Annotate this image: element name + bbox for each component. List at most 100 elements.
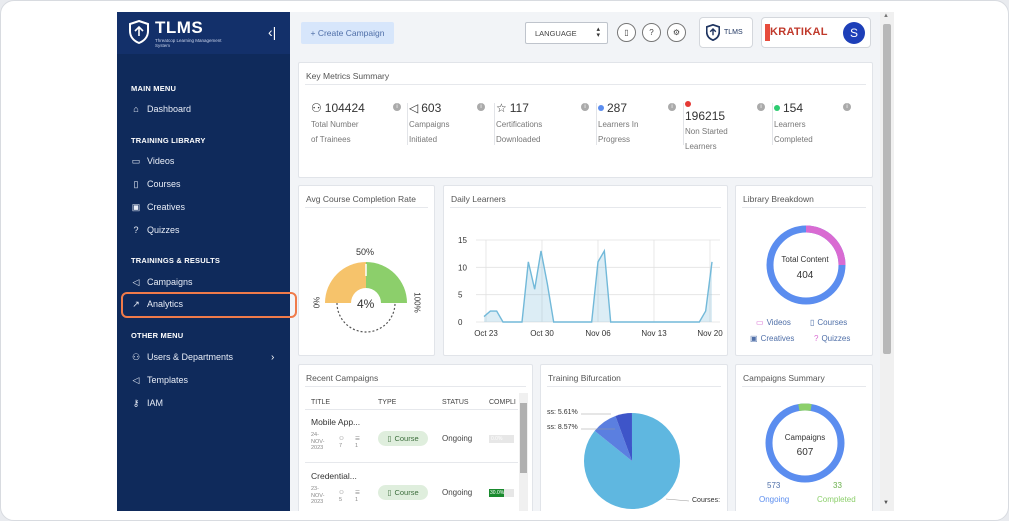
metric-label: Learners In Progress xyxy=(598,120,639,144)
info-icon[interactable]: i xyxy=(668,103,676,111)
bifurcation-pie xyxy=(581,413,690,509)
sidebar-item-courses[interactable]: ▯ Courses xyxy=(131,178,181,190)
donut-center-value: 607 xyxy=(796,447,814,458)
sidebar-item-iam[interactable]: ⚷ IAM xyxy=(131,398,164,409)
donut-segment-pink xyxy=(805,225,846,266)
row-title: Credential... xyxy=(311,471,357,481)
shield-logo-icon xyxy=(129,20,149,44)
info-icon[interactable]: i xyxy=(757,103,765,111)
metric-5: 154 Learners Completed xyxy=(774,101,862,147)
table-scroll-thumb[interactable] xyxy=(520,403,527,473)
page-scroll-thumb[interactable] xyxy=(883,24,891,354)
x-tick-label: Oct 23 xyxy=(474,329,498,338)
trend-chart-icon: ↗ xyxy=(132,298,140,309)
sidebar-item-videos[interactable]: ▭ Videos xyxy=(131,156,175,167)
scroll-up-icon[interactable]: ▲ xyxy=(883,13,889,19)
page-scrollbar[interactable]: ▲ ▼ xyxy=(880,12,894,511)
pie-leader-line-c xyxy=(665,498,690,502)
x-tick-label: Nov 13 xyxy=(641,329,667,338)
type-badge: ▯ Course xyxy=(378,485,428,500)
divider xyxy=(547,386,721,387)
table-scrollbar[interactable] xyxy=(519,393,528,511)
language-select[interactable]: LANGUAGE ▴ ▾ xyxy=(525,22,608,44)
user-icon: ⚇ xyxy=(131,351,141,362)
divider xyxy=(305,207,428,208)
topbar: + Create Campaign LANGUAGE ▴ ▾ ▯ ? ⚙ TLMS… xyxy=(290,12,880,54)
sidebar-item-label: Dashboard xyxy=(147,104,192,114)
dot-blue-icon xyxy=(598,105,604,111)
y-tick-label: 15 xyxy=(458,236,467,245)
create-campaign-button[interactable]: + Create Campaign xyxy=(301,22,394,44)
key-metrics-card: Key Metrics Summary ⚇ 104424 Total Number o… xyxy=(298,62,873,178)
legend-label: Courses xyxy=(817,318,848,327)
sidebar: TLMS Threatcop Learning Management Syste… xyxy=(117,12,297,511)
card-title: Recent Campaigns xyxy=(306,373,379,383)
metric-value: 154 xyxy=(774,101,862,115)
sidebar-item-label: Courses xyxy=(147,179,181,189)
card-title: Training Bifurcation xyxy=(548,373,621,383)
megaphone-icon: ◁ xyxy=(409,101,419,115)
book-icon: ▯ xyxy=(387,434,392,443)
metric-2: ☆ 117 Certifications Downloaded xyxy=(496,101,584,147)
sidebar-item-label: Quizzes xyxy=(147,225,180,235)
column-completion: COMPLI xyxy=(489,399,516,406)
metric-4: 196215 Non Started Learners xyxy=(685,101,773,154)
metric-divider xyxy=(772,103,773,145)
metric-0: ⚇ 104424 Total Number of Trainees xyxy=(311,101,399,147)
x-tick-label: Oct 30 xyxy=(530,329,554,338)
column-title: TITLE xyxy=(311,399,331,406)
sidebar-item-quizzes[interactable]: ? Quizzes xyxy=(131,225,180,235)
legend-label: Quizzes xyxy=(821,334,851,343)
collapse-sidebar-icon[interactable]: ‹| xyxy=(268,24,277,40)
completion-bar: 0.0% xyxy=(489,435,514,443)
column-status: STATUS xyxy=(442,399,469,406)
daily-learners-chart: 0 5 10 15 Oct 23 Oct 30 Nov 06 Nov 13 Nov 20 xyxy=(458,236,723,338)
divider xyxy=(742,386,866,387)
gauge-label-50: 50% xyxy=(356,247,375,257)
info-icon[interactable]: i xyxy=(477,103,485,111)
metric-divider xyxy=(407,103,408,145)
sidebar-item-label: Creatives xyxy=(147,202,186,212)
image-icon: ▣ xyxy=(750,334,758,343)
metric-label: Certifications Downloaded xyxy=(496,120,543,144)
sidebar-item-users-departments[interactable]: ⚇ Users & Departments xyxy=(131,351,234,363)
row-date: 23- NOV- 2023 xyxy=(311,486,325,505)
gear-icon[interactable]: ⚙ xyxy=(667,23,686,42)
sidebar-item-creatives[interactable]: ▣ Creatives xyxy=(131,202,186,213)
home-icon: ⌂ xyxy=(133,104,139,114)
legend-label: Videos xyxy=(766,318,791,327)
sidebar-item-label: Users & Departments xyxy=(147,352,234,362)
info-icon[interactable]: i xyxy=(581,103,589,111)
divider xyxy=(450,207,721,208)
book-icon: ▯ xyxy=(133,178,139,189)
help-icon[interactable]: ? xyxy=(642,23,661,42)
metric-1: ◁ 603 Campaigns Initiated xyxy=(409,101,497,147)
legend-label: Creatives xyxy=(760,334,795,343)
gauge xyxy=(325,262,407,333)
sidebar-item-dashboard[interactable]: ⌂ Dashboard xyxy=(131,104,191,114)
info-icon[interactable]: i xyxy=(843,103,851,111)
pie-slice-mid xyxy=(594,415,632,461)
sidebar-item-label: Videos xyxy=(147,156,175,166)
sidebar-item-label: IAM xyxy=(147,398,164,408)
sidebar-item-analytics[interactable]: ↗ Analytics xyxy=(131,298,183,310)
sidebar-item-campaigns[interactable]: ◁ Campaigns xyxy=(131,277,193,288)
sidebar-item-templates[interactable]: ◁ Templates xyxy=(131,375,189,386)
book-icon[interactable]: ▯ xyxy=(617,23,636,42)
completed-value: 33 xyxy=(833,481,842,490)
section-main-menu: MAIN MENU xyxy=(131,84,177,93)
training-bifurcation-card: Training Bifurcation ss: 5.61% ss: 8.57%… xyxy=(540,364,728,511)
ongoing-label: Ongoing xyxy=(759,495,790,504)
metric-label: Campaigns Initiated xyxy=(409,120,450,144)
chevron-right-icon[interactable]: › xyxy=(271,352,275,363)
campaigns-donut xyxy=(765,403,845,483)
user-icon: ⚇ xyxy=(311,101,322,115)
donut-segment-completed xyxy=(798,403,812,411)
question-icon: ? xyxy=(814,334,819,343)
scroll-down-icon[interactable]: ▼ xyxy=(883,500,889,506)
divider xyxy=(305,84,866,85)
info-icon[interactable]: i xyxy=(393,103,401,111)
avatar[interactable]: S xyxy=(843,22,865,44)
select-arrows-icon: ▴ ▾ xyxy=(596,26,600,39)
card-title: Library Breakdown xyxy=(743,194,814,204)
